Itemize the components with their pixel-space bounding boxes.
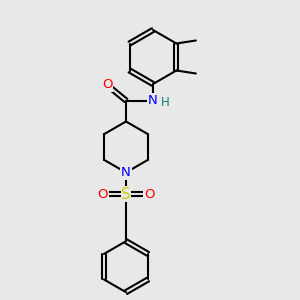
Text: O: O (98, 188, 108, 201)
Text: O: O (102, 78, 112, 91)
Text: S: S (121, 187, 131, 202)
Text: N: N (121, 166, 131, 179)
Text: H: H (161, 95, 170, 109)
Text: O: O (144, 188, 154, 201)
Text: N: N (148, 94, 158, 107)
